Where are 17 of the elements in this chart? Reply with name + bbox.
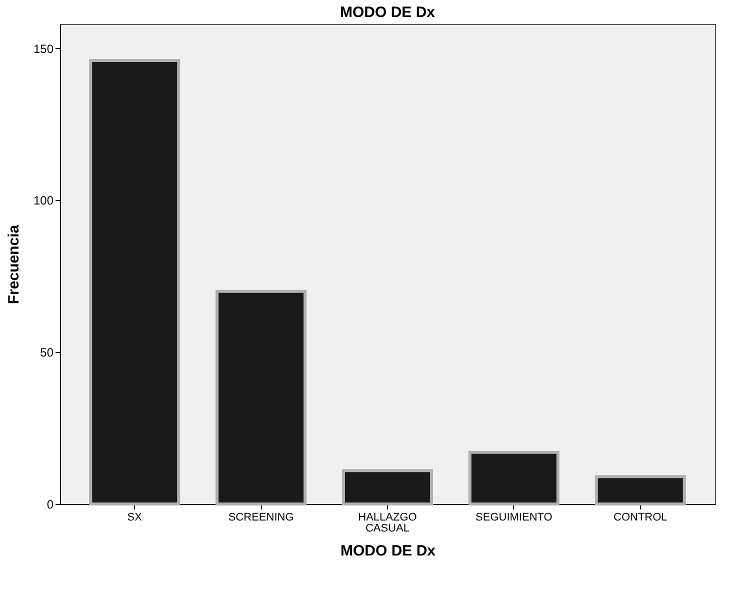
bar (468, 450, 560, 506)
bar (216, 290, 307, 506)
x-axis-title: MODO DE Dx (340, 542, 436, 560)
y-axis-title: Frecuencia (5, 224, 22, 304)
chart-title: MODO DE Dx (340, 4, 436, 21)
x-tick-label: CONTROL (614, 512, 668, 524)
x-tick-label: SX (127, 512, 143, 524)
bar (342, 469, 433, 506)
y-tick-label: 100 (33, 194, 54, 208)
x-tick-label: HALLAZGO CASUAL (358, 512, 418, 534)
bar (594, 475, 686, 506)
y-tick-label: 150 (33, 42, 54, 56)
x-tick-label: SCREENING (228, 512, 294, 524)
bar (89, 58, 180, 506)
x-tick-label: SEGUIMIENTO (476, 512, 553, 524)
y-tick-label: 50 (40, 346, 54, 360)
y-tick-label: 0 (46, 498, 54, 512)
